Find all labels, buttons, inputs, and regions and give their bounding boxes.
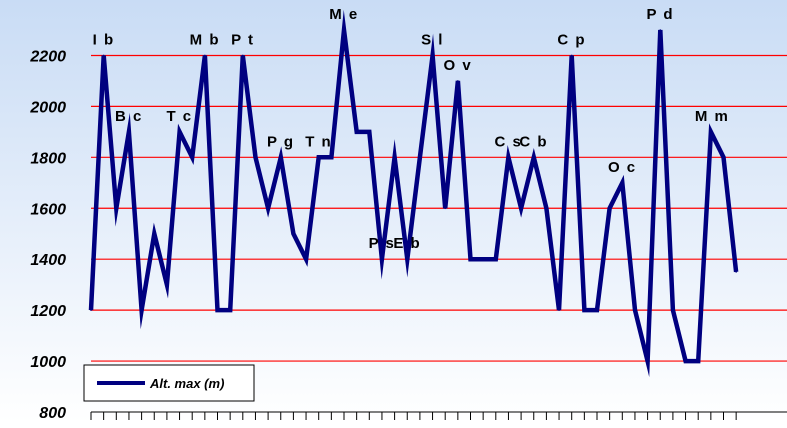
legend-label: Alt. max (m) (149, 376, 224, 391)
data-point (507, 156, 510, 159)
data-point (343, 29, 345, 31)
data-point (558, 309, 560, 311)
peak-annotation: T n (305, 133, 332, 150)
data-point (583, 309, 586, 311)
data-point (153, 232, 156, 235)
data-point (457, 80, 459, 82)
data-point (191, 156, 193, 159)
data-point (115, 207, 118, 210)
data-point (393, 156, 396, 159)
data-point (128, 131, 130, 133)
peak-annotation: M b (190, 31, 220, 48)
peak-annotation: P s (369, 235, 396, 252)
data-point (292, 232, 295, 235)
data-point (444, 207, 447, 210)
peak-annotation: O c (608, 159, 637, 176)
data-point (431, 54, 434, 57)
peak-annotation: P t (231, 31, 254, 48)
peak-annotation: P g (267, 133, 295, 150)
data-point (254, 156, 257, 159)
data-point (710, 131, 712, 133)
data-point (697, 360, 699, 362)
data-point (102, 54, 105, 57)
peak-annotation: I b (93, 31, 115, 48)
data-point (317, 156, 320, 159)
data-point (305, 258, 307, 261)
y-tick-label: 2200 (29, 48, 66, 65)
data-point (355, 131, 358, 133)
data-point (659, 29, 662, 31)
peak-annotation: E b (393, 235, 421, 252)
data-point (646, 360, 649, 362)
peak-annotation: B c (115, 108, 143, 125)
data-point (330, 156, 333, 159)
peak-annotation: P d (646, 6, 674, 23)
peak-annotation: T c (166, 108, 192, 125)
peak-annotation: C s (495, 133, 523, 150)
data-point (532, 156, 535, 159)
y-tick-label: 1600 (30, 201, 66, 218)
data-point (381, 258, 383, 261)
legend: Alt. max (m) (83, 364, 255, 402)
data-point (469, 258, 472, 261)
data-point (178, 131, 181, 133)
y-tick-label: 1400 (30, 252, 66, 269)
data-point (482, 258, 484, 261)
data-point (684, 360, 687, 362)
legend-box (83, 364, 255, 402)
data-point (267, 207, 269, 210)
data-point (608, 207, 611, 210)
data-point (596, 309, 598, 311)
data-point (279, 156, 282, 159)
data-point (204, 54, 206, 57)
data-point (520, 207, 522, 210)
peak-annotation: M e (329, 6, 359, 23)
peak-annotation: O v (444, 57, 473, 74)
data-point (216, 309, 219, 311)
data-point (722, 156, 725, 159)
data-point (419, 156, 421, 159)
peak-annotation: M m (695, 108, 730, 125)
y-tick-label: 2000 (29, 99, 66, 116)
y-tick-label: 1800 (30, 150, 66, 167)
data-point (368, 131, 371, 133)
data-point (570, 54, 573, 57)
data-point (406, 258, 409, 261)
series-line-path (88, 9, 739, 378)
peak-annotation: C p (557, 31, 586, 48)
data-point (140, 309, 143, 311)
data-point (495, 258, 497, 261)
data-point (545, 207, 548, 210)
data-point (672, 309, 674, 311)
series-line (88, 9, 739, 378)
x-axis (90, 411, 787, 420)
data-point (242, 54, 244, 57)
y-axis-tick-labels: 800 1000 1200 1400 1600 1800 2000 2200 (29, 48, 66, 422)
peak-annotation: C b (519, 133, 548, 150)
data-point (621, 182, 624, 184)
y-tick-label: 1000 (30, 354, 66, 371)
data-point (735, 271, 737, 273)
y-tick-label: 1200 (30, 303, 66, 320)
data-point (166, 283, 168, 286)
peak-annotation: S l (421, 31, 444, 48)
data-point (634, 309, 636, 311)
data-point (229, 309, 231, 311)
data-point (90, 309, 92, 311)
y-tick-label: 800 (39, 405, 66, 422)
